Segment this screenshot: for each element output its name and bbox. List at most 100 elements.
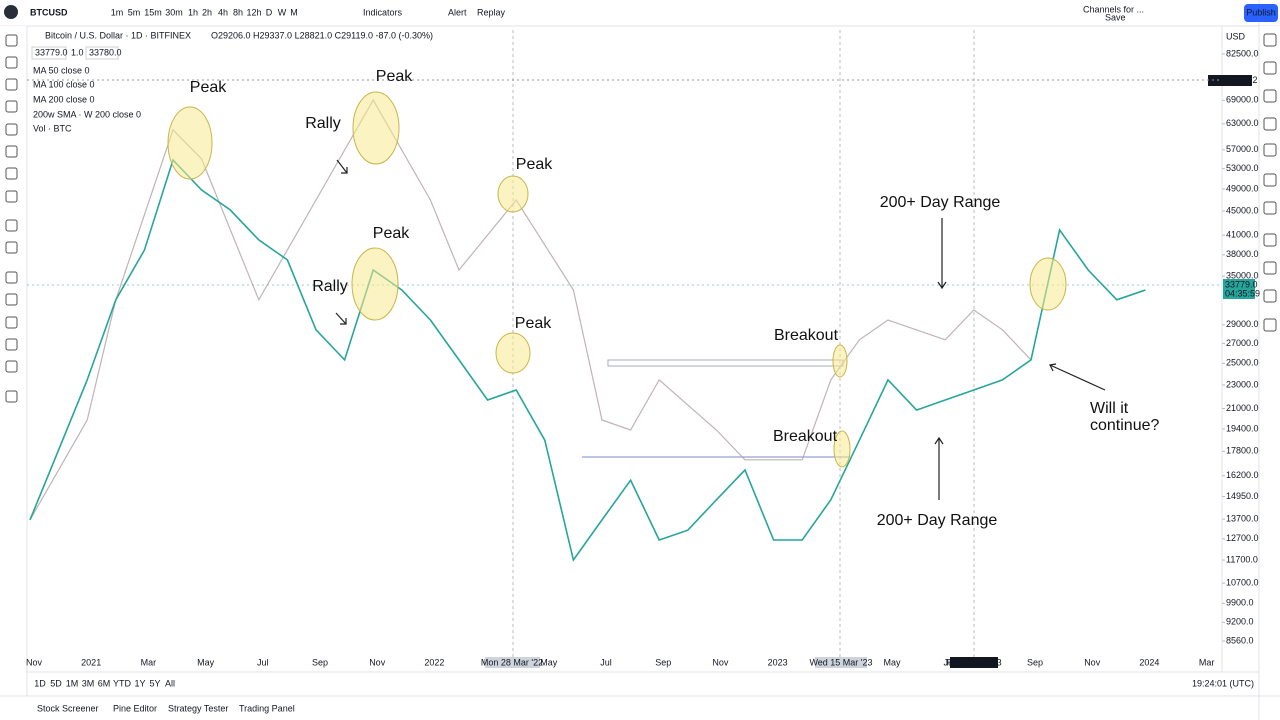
tool-icon[interactable]: [5, 293, 18, 306]
time-label: May: [197, 657, 215, 667]
price-line: [29, 158, 1146, 562]
time-label: Sep: [1027, 657, 1043, 667]
crosshair-time-box: [950, 657, 998, 668]
time-label: Jul: [257, 657, 269, 667]
panel-tab[interactable]: Strategy Tester: [168, 703, 228, 713]
range-button[interactable]: 6M: [98, 678, 111, 688]
right-sidebar: [1259, 26, 1280, 696]
timeframe[interactable]: 4h: [218, 7, 228, 17]
time-label: Nov: [1084, 657, 1101, 667]
study[interactable]: Vol · BTC: [33, 123, 72, 133]
timeframe[interactable]: 1h: [188, 7, 198, 17]
timeframe[interactable]: 5m: [128, 7, 141, 17]
price-tick-label: 9200.0: [1226, 617, 1254, 627]
annotation-arrow: [937, 281, 947, 290]
range-button[interactable]: 5Y: [149, 678, 160, 688]
crosshair-price-box: [1208, 75, 1252, 86]
time-label: May: [540, 657, 558, 667]
timeframe[interactable]: 30m: [165, 7, 183, 17]
range-button[interactable]: 5D: [50, 678, 62, 688]
tool-icon[interactable]: [5, 34, 18, 47]
timeframe[interactable]: D: [266, 7, 273, 17]
timeframe[interactable]: M: [290, 7, 298, 17]
sidebar-icon[interactable]: [1263, 117, 1277, 131]
tool-icon[interactable]: [5, 78, 18, 91]
price-tick-label: 27000.0: [1226, 338, 1259, 348]
tool-icon[interactable]: [5, 167, 18, 180]
layout-name[interactable]: Channels for ...: [1083, 4, 1144, 14]
publish-label[interactable]: Publish: [1246, 7, 1276, 17]
timeframe[interactable]: 12h: [246, 7, 261, 17]
price-tick-label: 41000.0: [1226, 230, 1259, 240]
annotation: Peak: [373, 225, 410, 242]
sidebar-icon[interactable]: [1263, 61, 1277, 75]
replay-button[interactable]: Replay: [477, 7, 506, 17]
timeframe[interactable]: W: [278, 7, 287, 17]
price-tick-label: 35000.0: [1226, 271, 1259, 281]
sidebar-icon[interactable]: [1263, 173, 1277, 187]
tool-icon[interactable]: [5, 271, 18, 284]
tool-icon[interactable]: [5, 190, 18, 203]
sidebar-icon[interactable]: [1263, 289, 1277, 303]
time-label: 2023: [768, 657, 788, 667]
bid[interactable]: 33779.0: [35, 47, 68, 57]
annotation-arrow: [1049, 364, 1106, 391]
symbol[interactable]: BTCUSD: [30, 7, 68, 17]
annotation: 200+ Day Range: [877, 512, 998, 529]
study[interactable]: MA 50 close 0: [33, 65, 90, 75]
range-button[interactable]: 1M: [66, 678, 79, 688]
highlight-circle: [833, 430, 851, 468]
tool-icon[interactable]: [5, 390, 18, 403]
alert-button[interactable]: Alert: [448, 7, 467, 17]
timeframe[interactable]: 1m: [111, 7, 124, 17]
sidebar-icon[interactable]: [1263, 261, 1277, 275]
sidebar-icon[interactable]: [1263, 201, 1277, 215]
annotation-arrow: [1049, 363, 1057, 372]
study[interactable]: MA 100 close 0: [33, 79, 95, 89]
clock: 19:24:01 (UTC): [1192, 678, 1254, 688]
tool-icon[interactable]: [5, 145, 18, 158]
price-tick-label: 21000.0: [1226, 403, 1259, 413]
publish-button[interactable]: [1244, 4, 1278, 22]
range-button[interactable]: All: [165, 678, 175, 688]
range-button[interactable]: 1Y: [134, 678, 145, 688]
panel-tab[interactable]: Trading Panel: [239, 703, 295, 713]
countdown: 04:35:59: [1225, 288, 1260, 298]
indicators-button[interactable]: Indicators: [363, 7, 403, 17]
price-tick-label: 69000.0: [1226, 95, 1259, 105]
tool-icon[interactable]: [5, 241, 18, 254]
study[interactable]: 200w SMA · W 200 close 0: [33, 109, 141, 119]
time-label: 2022: [424, 657, 444, 667]
highlight-circle: [352, 91, 400, 165]
ask[interactable]: 33780.0: [89, 47, 122, 57]
sidebar-icon[interactable]: [1263, 233, 1277, 247]
timeframe[interactable]: 15m: [144, 7, 162, 17]
currency[interactable]: USD: [1226, 31, 1246, 41]
timeframe[interactable]: 2h: [202, 7, 212, 17]
save-label[interactable]: Save: [1105, 12, 1126, 22]
range-button[interactable]: 3M: [82, 678, 95, 688]
tool-icon[interactable]: [5, 360, 18, 373]
tool-icon[interactable]: [5, 219, 18, 232]
crosshair-price: 74219.2: [1225, 75, 1258, 85]
avatar[interactable]: [4, 5, 18, 19]
spread: 1.0: [71, 47, 84, 57]
highlight-circle: [495, 332, 531, 374]
tool-icon[interactable]: [5, 316, 18, 329]
ask-box: [85, 46, 119, 60]
sidebar-icon[interactable]: [1263, 89, 1277, 103]
timeframe[interactable]: 8h: [233, 7, 243, 17]
sidebar-icon[interactable]: [1263, 143, 1277, 157]
bid-box: [31, 46, 67, 60]
sidebar-icon[interactable]: [1263, 318, 1277, 332]
range-button[interactable]: YTD: [113, 678, 132, 688]
range-button[interactable]: 1D: [34, 678, 46, 688]
panel-tab[interactable]: Stock Screener: [37, 703, 99, 713]
tool-icon[interactable]: [5, 123, 18, 136]
tool-icon[interactable]: [5, 338, 18, 351]
panel-tab[interactable]: Pine Editor: [113, 703, 157, 713]
tool-icon[interactable]: [5, 100, 18, 113]
tool-icon[interactable]: [5, 56, 18, 69]
sidebar-icon[interactable]: [1263, 33, 1277, 47]
study[interactable]: MA 200 close 0: [33, 94, 95, 104]
